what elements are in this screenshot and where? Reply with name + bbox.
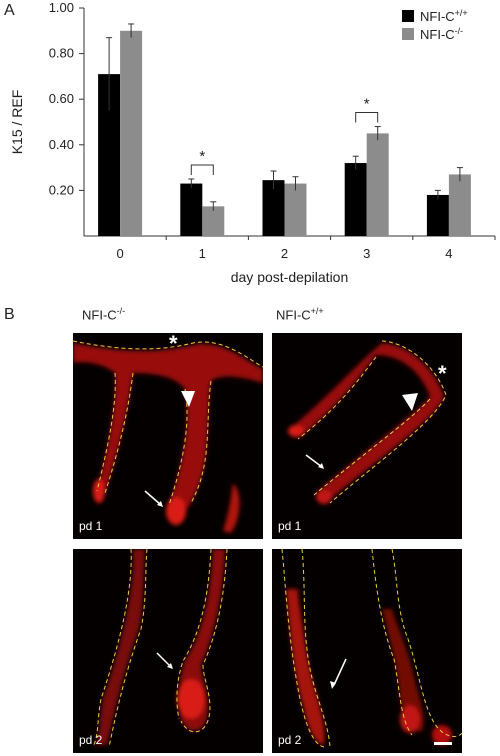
bar bbox=[284, 183, 307, 236]
legend-label: NFI-C-/- bbox=[420, 26, 463, 42]
asterisk-marker: * bbox=[438, 361, 447, 386]
time-label: pd 1 bbox=[79, 519, 103, 533]
y-tick-label: 0.20 bbox=[49, 182, 74, 197]
follicle-image bbox=[73, 340, 263, 533]
significance-marker: * bbox=[364, 96, 370, 113]
follicle-image bbox=[92, 549, 228, 748]
y-tick-label: 0.80 bbox=[49, 46, 74, 61]
arrow-marker bbox=[333, 658, 347, 686]
y-tick-label: 0.40 bbox=[49, 137, 74, 152]
bar bbox=[448, 174, 471, 236]
genotype-label-knockout: NFI-C-/- bbox=[82, 306, 126, 323]
panel-a-label: A bbox=[4, 2, 15, 19]
bar bbox=[202, 206, 225, 236]
micrograph-wildtype-pd2: pd 2 bbox=[272, 549, 462, 753]
follicle-image bbox=[281, 549, 462, 748]
arrowhead-marker bbox=[181, 391, 195, 407]
bar bbox=[426, 194, 449, 236]
bar bbox=[262, 180, 285, 236]
panel-b-label: B bbox=[4, 306, 15, 323]
legend-label: NFI-C+/+ bbox=[420, 8, 468, 24]
arrow-marker bbox=[144, 490, 162, 506]
time-label: pd 1 bbox=[278, 519, 302, 533]
legend-swatch bbox=[402, 28, 414, 40]
bar-chart: 1.00 0.80 0.60 0.40 0.20 K15 / REF 0 1 2 3 4 * * day … bbox=[9, 0, 496, 285]
micrograph-knockout-pd1: * pd 1 bbox=[73, 333, 263, 539]
asterisk-marker: * bbox=[169, 333, 178, 356]
x-tick-label: 4 bbox=[445, 246, 452, 261]
bar bbox=[180, 183, 203, 236]
time-label: pd 2 bbox=[278, 733, 302, 747]
follicle-image bbox=[288, 340, 447, 504]
bar bbox=[98, 74, 121, 237]
arrow-marker bbox=[305, 454, 323, 468]
x-tick-label: 0 bbox=[116, 246, 123, 261]
bar bbox=[366, 133, 389, 236]
arrowhead-marker bbox=[402, 393, 418, 411]
x-axis-label: day post-depilation bbox=[231, 269, 349, 285]
arrow-marker bbox=[156, 652, 172, 668]
significance-bracket bbox=[355, 112, 379, 123]
significance-marker: * bbox=[199, 148, 205, 165]
bar bbox=[344, 163, 367, 236]
micrograph-wildtype-pd1: * pd 1 bbox=[272, 333, 462, 539]
genotype-label-wildtype: NFI-C+/+ bbox=[276, 306, 324, 323]
x-tick-label: 3 bbox=[363, 246, 370, 261]
y-tick-label: 1.00 bbox=[49, 0, 74, 15]
bar bbox=[120, 30, 143, 236]
significance-bracket bbox=[190, 164, 214, 175]
x-tick-label: 1 bbox=[199, 246, 206, 261]
y-tick-label: 0.60 bbox=[49, 91, 74, 106]
y-axis-label: K15 / REF bbox=[9, 90, 25, 155]
micrograph-knockout-pd2: pd 2 bbox=[73, 549, 263, 753]
scale-bar bbox=[434, 742, 452, 745]
x-tick-label: 2 bbox=[281, 246, 288, 261]
legend-swatch bbox=[402, 10, 414, 22]
time-label: pd 2 bbox=[79, 733, 103, 747]
